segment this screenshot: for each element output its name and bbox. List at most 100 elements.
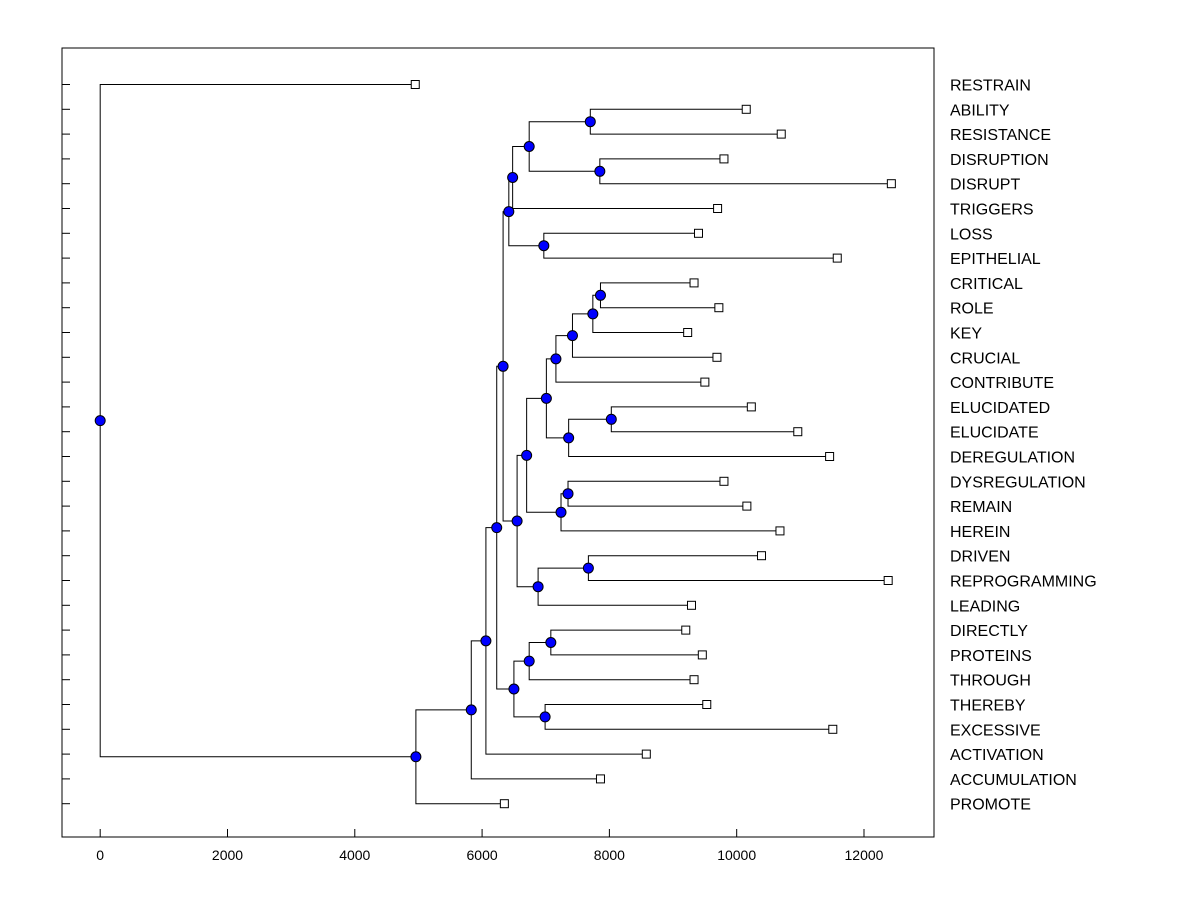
merge-node-n_eluc <box>605 413 617 425</box>
merge-node-n_dis <box>594 165 606 177</box>
leaf-marker-elucidated <box>746 402 756 412</box>
link-n_crkc <box>571 313 717 358</box>
leaf-marker-through <box>689 675 699 685</box>
leaf-label-reprogramming: REPROGRAMMING <box>950 574 1097 591</box>
leaf-marker-elucidate <box>793 427 803 437</box>
merge-node-n_the_exc <box>539 711 551 723</box>
link-n_dpt <box>528 642 695 681</box>
leaf-marker-directly <box>681 625 691 635</box>
leaf-marker-epithelial <box>832 253 842 263</box>
x-tick-label: 4000 <box>339 847 370 863</box>
x-tick-label: 0 <box>96 847 104 863</box>
leaf-marker-remain <box>742 501 752 511</box>
merge-node-n_crkc <box>566 330 578 342</box>
merge-node-n_mid2 <box>511 515 523 527</box>
leaf-label-elucidate: ELUCIDATE <box>950 425 1039 442</box>
leaf-label-elucidated: ELUCIDATED <box>950 400 1050 417</box>
leaf-marker-excessive <box>828 724 838 734</box>
leaf-label-thereby: THEREBY <box>950 698 1026 715</box>
link-n_loss_epi <box>543 232 838 259</box>
merge-node-n_dys_rem <box>562 488 574 500</box>
link-n_root <box>99 84 416 758</box>
link-n_eluc <box>610 406 798 433</box>
leaf-marker-deregulation <box>825 452 835 461</box>
leaf-marker-restrain <box>410 80 420 89</box>
link-n_top4 <box>528 121 600 172</box>
leaf-marker-key <box>683 328 693 337</box>
leaf-label-critical: CRITICAL <box>950 276 1023 293</box>
leaf-label-driven: DRIVEN <box>950 549 1010 566</box>
link-n_drv_lead <box>537 567 692 606</box>
leaf-label-restrain: RESTRAIN <box>950 78 1031 95</box>
leaf-marker-resistance <box>776 129 786 139</box>
link-n_the_exc <box>544 704 833 730</box>
leaf-marker-dysregulation <box>719 476 729 486</box>
merge-node-n_loss_epi <box>538 240 550 252</box>
x-tick-label: 10000 <box>717 847 756 863</box>
link-n_dis <box>599 158 892 185</box>
merge-node-n_act <box>480 635 492 647</box>
merge-node-n_root <box>94 415 106 427</box>
link-n_crit_role <box>599 282 719 309</box>
link-n_drv <box>587 555 889 581</box>
leaf-marker-driven <box>757 551 767 561</box>
leaf-marker-contribute <box>700 377 710 387</box>
leaf-label-excessive: EXCESSIVE <box>950 722 1041 739</box>
leaf-label-epithelial: EPITHELIAL <box>950 251 1041 268</box>
merge-node-n_prom <box>410 751 422 763</box>
merge-node-n_dpt <box>523 655 535 667</box>
merge-node-n_low <box>508 683 520 695</box>
leaf-label-proteins: PROTEINS <box>950 648 1032 665</box>
leaf-label-through: THROUGH <box>950 673 1031 690</box>
leaf-label-key: KEY <box>950 326 982 343</box>
x-tick-label: 8000 <box>594 847 625 863</box>
merge-node-n_drv <box>582 562 594 574</box>
leaf-markers <box>410 80 896 809</box>
leaf-labels: RESTRAIN ABILITY RESISTANCE DISRUPTION DISRU… <box>950 78 1097 814</box>
link-n_act <box>485 527 647 755</box>
leaf-marker-role <box>714 303 724 313</box>
link-n_eluc_dereg <box>568 418 830 457</box>
merge-node-n_crkcc <box>550 353 562 365</box>
leaf-label-ability: ABILITY <box>950 102 1010 119</box>
leaf-label-triggers: TRIGGERS <box>950 202 1034 219</box>
merge-node-n_role_grp <box>540 392 552 404</box>
leaf-marker-thereby <box>702 700 712 709</box>
leaf-label-leading: LEADING <box>950 598 1020 615</box>
leaf-marker-herein <box>775 526 785 536</box>
leaf-marker-reprogramming <box>883 576 893 585</box>
merge-node-n_big <box>491 522 503 534</box>
dendrogram-links <box>99 84 892 805</box>
merge-node-n_dys_grp <box>555 506 567 518</box>
leaf-label-remain: REMAIN <box>950 499 1012 516</box>
leaf-marker-critical <box>689 278 699 288</box>
link-n_acc <box>470 640 601 780</box>
merge-node-n_crk <box>587 308 599 320</box>
y-ticks <box>62 84 70 805</box>
merge-node-n_eluc_dereg <box>563 432 575 444</box>
merge-node-n_top4 <box>523 141 535 152</box>
leaf-label-role: ROLE <box>950 301 994 318</box>
link-n_top5 <box>512 146 718 209</box>
link-n_ab_res <box>589 108 782 135</box>
link-n_crk <box>592 294 688 333</box>
leaf-label-contribute: CONTRIBUTE <box>950 375 1054 392</box>
merge-node-n_upper <box>497 360 509 372</box>
leaf-label-disruption: DISRUPTION <box>950 152 1049 169</box>
leaf-marker-loss <box>693 228 703 238</box>
merge-node-n_ab_res <box>584 116 596 128</box>
leaf-label-loss: LOSS <box>950 226 993 243</box>
leaf-marker-triggers <box>713 204 723 213</box>
merge-node-n_dir_prot <box>545 637 557 648</box>
leaf-marker-disruption <box>719 154 729 164</box>
leaf-label-crucial: CRUCIAL <box>950 350 1020 367</box>
leaf-marker-disrupt <box>886 179 896 189</box>
leaf-label-accumulation: ACCUMULATION <box>950 772 1077 789</box>
leaf-label-dysregulation: DYSREGULATION <box>950 474 1086 491</box>
merge-node-n_mid <box>521 449 533 461</box>
leaf-label-activation: ACTIVATION <box>950 747 1044 764</box>
x-tick-label: 12000 <box>845 847 884 863</box>
leaf-label-promote: PROMOTE <box>950 797 1031 814</box>
leaf-marker-proteins <box>697 650 707 660</box>
